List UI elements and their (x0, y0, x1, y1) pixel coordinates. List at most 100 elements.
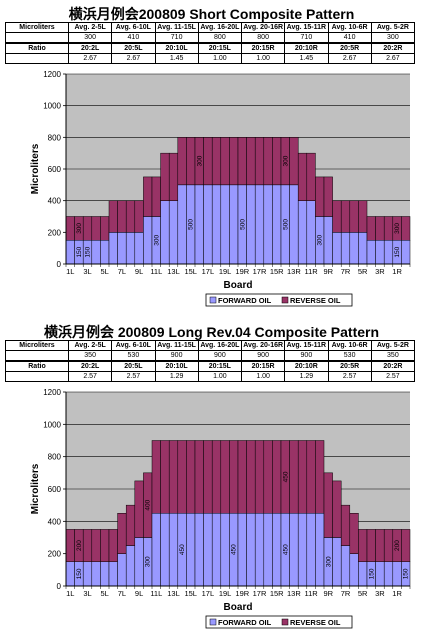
x-tick-label: 1L (66, 589, 74, 598)
table-cell: 1.00 (240, 53, 286, 64)
bar-forward-oil (306, 200, 316, 265)
bar-forward-oil (366, 240, 376, 265)
table-cell: 20:2L (67, 360, 113, 372)
bar-forward-oil (211, 184, 222, 265)
bar-forward-oil (332, 537, 342, 587)
table-cell: 300 (370, 32, 416, 44)
bar-forward-oil (91, 240, 101, 265)
bar-data-label: 300 (325, 556, 332, 567)
bar-data-label: 200 (394, 540, 401, 551)
bar-forward-oil (211, 513, 222, 587)
bar-data-label: 300 (196, 155, 203, 166)
bar-reverse-oil (246, 440, 256, 514)
table-cell: 350 (370, 350, 416, 362)
legend-label-forward: FORWARD OIL (218, 296, 272, 305)
bar-forward-oil (160, 513, 170, 587)
bar-forward-oil (160, 200, 170, 265)
table-cell: 2.57 (111, 371, 156, 382)
bar-data-label: 500 (188, 219, 195, 230)
bar-reverse-oil (358, 529, 368, 563)
bar-forward-oil (340, 545, 351, 587)
table-cell: Avg. 15-11R (284, 340, 329, 351)
bar-reverse-oil (323, 472, 333, 538)
table-cell: 2.67 (370, 53, 416, 64)
table-cell: Avg. 11-15L (154, 340, 199, 351)
y-tick-label: 400 (48, 197, 62, 206)
x-tick-label: 11L (150, 589, 162, 598)
bar-reverse-oil (211, 137, 222, 186)
bar-forward-oil (229, 184, 239, 265)
table-cell: Avg. 20-16R (240, 340, 286, 351)
x-axis-label: Board (224, 280, 253, 291)
bar-reverse-oil (203, 440, 213, 514)
x-tick-label: 13L (167, 589, 180, 598)
bar-forward-oil (134, 537, 144, 587)
ratio-table: Microliters Avg. 2-5L Avg. 6-10L Avg. 11… (5, 22, 416, 64)
table-cell: 2.67 (111, 53, 156, 64)
y-tick-label: 200 (48, 228, 62, 237)
chart-title: 横浜月例会200809 Short Composite Pattern (68, 6, 355, 22)
table-row: 300 410 710 800 800 710 410 300 (5, 32, 416, 44)
table-cell: Avg. 2-5L (67, 340, 113, 351)
table-cell: Avg. 5-2R (370, 340, 416, 351)
x-tick-label: 5R (358, 267, 368, 276)
x-tick-label: 3R (375, 267, 385, 276)
bar-reverse-oil (160, 152, 170, 201)
table-cell: 20:5L (111, 42, 156, 54)
bar-reverse-oil (100, 529, 110, 563)
bar-data-label: 450 (231, 544, 238, 555)
chart-title: 横浜月例会 200809 Long Rev.04 Composite Patte… (43, 324, 380, 340)
bar-reverse-oil (383, 529, 394, 563)
bar-forward-oil (168, 513, 179, 587)
table-cell: 20:15R (240, 360, 286, 372)
bar-data-label: 200 (76, 540, 83, 551)
bar-reverse-oil (254, 440, 265, 514)
table-cell: 20:2L (67, 42, 113, 54)
table-cell: 410 (327, 32, 372, 44)
bar-forward-oil (125, 545, 136, 587)
bar-forward-oil (263, 184, 273, 265)
bar-forward-oil (289, 184, 299, 265)
bar-forward-oil (263, 513, 273, 587)
bar-forward-oil (91, 561, 101, 587)
bar-forward-oil (168, 200, 179, 265)
bar-reverse-oil (125, 200, 136, 233)
bar-data-label: 300 (394, 223, 401, 234)
legend-label-reverse: REVERSE OIL (290, 296, 341, 305)
bar-forward-oil (246, 184, 256, 265)
bar-reverse-oil (220, 440, 230, 514)
legend-swatch-reverse (281, 618, 289, 626)
bar-reverse-oil (306, 152, 316, 201)
y-tick-label: 800 (48, 453, 62, 462)
bar-reverse-oil (263, 440, 273, 514)
table-cell: 530 (111, 350, 156, 362)
table-cell: 20:15L (197, 42, 243, 54)
bar-forward-oil (220, 513, 230, 587)
bar-forward-oil (289, 513, 299, 587)
table-cell: Avg. 2-5L (67, 22, 113, 33)
table-cell: Avg. 15-11R (284, 22, 329, 33)
table-cell: 710 (284, 32, 329, 44)
x-tick-label: 7R (341, 267, 351, 276)
bar-reverse-oil (340, 200, 351, 233)
bar-data-label: 150 (403, 568, 410, 579)
table-cell: 410 (111, 32, 156, 44)
x-tick-label: 3R (375, 589, 385, 598)
table-header-row: Microliters Avg. 2-5L Avg. 6-10L Avg. 11… (5, 340, 416, 351)
table-cell: 530 (327, 350, 372, 362)
table-cell: 1.45 (154, 53, 199, 64)
x-tick-label: 13R (287, 589, 301, 598)
bar-reverse-oil (332, 480, 342, 538)
table-cell: 20:10R (284, 360, 329, 372)
x-tick-label: 5L (101, 589, 109, 598)
bar-reverse-oil (306, 440, 316, 514)
bar-reverse-oil (383, 216, 394, 241)
table-cell: 20:5R (327, 360, 372, 372)
bar-forward-oil (323, 216, 333, 265)
table-cell: 1.29 (154, 371, 199, 382)
bar-data-label: 150 (85, 246, 92, 257)
bar-reverse-oil (254, 137, 265, 186)
table-cell: 20:10R (284, 42, 329, 54)
table-cell: 20:10L (154, 42, 199, 54)
x-tick-label: 19L (219, 589, 232, 598)
